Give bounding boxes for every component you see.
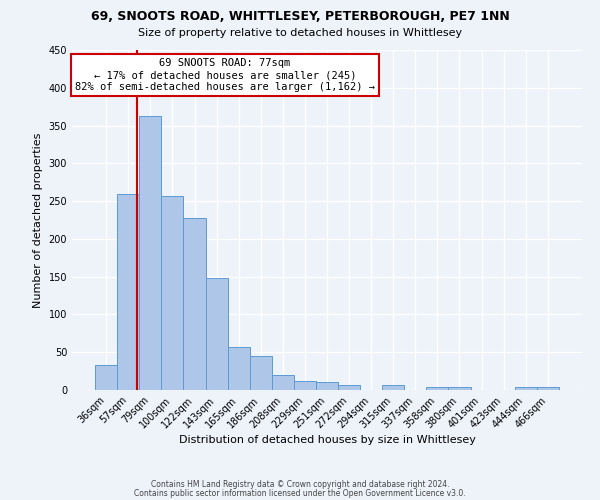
Bar: [294, 381, 316, 390]
Text: Size of property relative to detached houses in Whittlesey: Size of property relative to detached ho…: [138, 28, 462, 38]
Bar: [515, 387, 537, 390]
Bar: [448, 387, 470, 390]
Text: Contains HM Land Registry data © Crown copyright and database right 2024.: Contains HM Land Registry data © Crown c…: [151, 480, 449, 489]
X-axis label: Distribution of detached houses by size in Whittlesey: Distribution of detached houses by size …: [179, 436, 475, 446]
Bar: [227, 347, 250, 390]
Y-axis label: Number of detached properties: Number of detached properties: [33, 132, 43, 308]
Bar: [184, 218, 206, 390]
Bar: [316, 382, 338, 390]
Bar: [161, 196, 184, 390]
Bar: [117, 194, 139, 390]
Bar: [95, 365, 117, 390]
Bar: [537, 387, 559, 390]
Text: 69 SNOOTS ROAD: 77sqm
← 17% of detached houses are smaller (245)
82% of semi-det: 69 SNOOTS ROAD: 77sqm ← 17% of detached …: [75, 58, 375, 92]
Text: Contains public sector information licensed under the Open Government Licence v3: Contains public sector information licen…: [134, 488, 466, 498]
Bar: [206, 278, 227, 390]
Bar: [427, 387, 448, 390]
Text: 69, SNOOTS ROAD, WHITTLESEY, PETERBOROUGH, PE7 1NN: 69, SNOOTS ROAD, WHITTLESEY, PETERBOROUG…: [91, 10, 509, 23]
Bar: [272, 375, 294, 390]
Bar: [382, 386, 404, 390]
Bar: [139, 116, 161, 390]
Bar: [338, 386, 360, 390]
Bar: [250, 356, 272, 390]
